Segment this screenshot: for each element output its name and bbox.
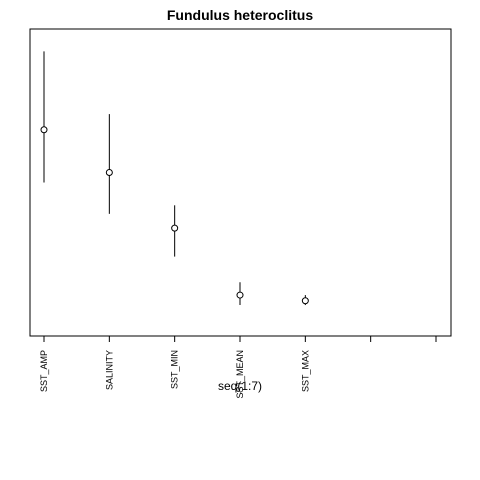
x-tick-label: SST_MEAN [235,350,245,399]
data-point [301,297,309,305]
x-tick-label: SALINITY [104,350,114,390]
data-point [105,169,113,177]
data-point [236,291,244,299]
data-marks [40,51,309,306]
chart-title: Fundulus heteroclitus [167,7,313,23]
data-point [40,126,48,134]
x-tick-label: SST_AMP [39,350,49,392]
x-tick-label: SST_MIN [170,350,180,389]
data-point [171,224,179,232]
x-tick-label: SST_MAX [300,350,310,392]
x-axis: SST_AMP SALINITY SST_MIN SST_MEAN SST_MAX [39,335,437,399]
x-axis-label: seq(1:7) [218,379,262,393]
